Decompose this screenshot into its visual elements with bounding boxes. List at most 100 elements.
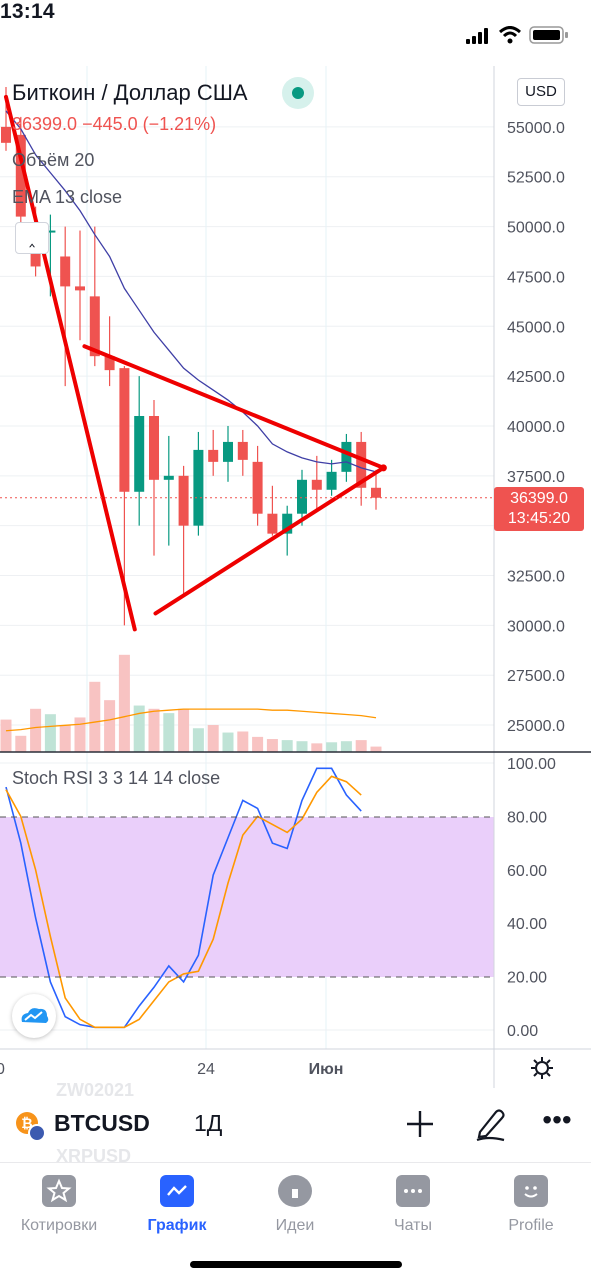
volume-bar bbox=[281, 740, 293, 752]
candle-body bbox=[341, 441, 352, 472]
stoch-k-line bbox=[5, 767, 362, 1029]
candle-body bbox=[356, 441, 367, 488]
stoch-axis-label: 20.00 bbox=[507, 970, 547, 987]
stoch-axis[interactable]: 100.00 80.00 60.00 40.00 20.00 0.00 bbox=[507, 756, 556, 1040]
candle-body bbox=[326, 471, 337, 490]
volume-bar bbox=[326, 742, 338, 752]
volume-bar bbox=[252, 736, 264, 752]
time-axis[interactable]: 0 24 Июн bbox=[0, 1061, 343, 1078]
volume-bar bbox=[59, 725, 71, 752]
candle-body bbox=[178, 475, 189, 526]
candle-body bbox=[89, 296, 100, 357]
trendline bbox=[4, 94, 137, 632]
volume-bar bbox=[266, 739, 278, 752]
tab-ideas[interactable]: Идеи bbox=[240, 1171, 350, 1241]
candle-body bbox=[60, 256, 71, 287]
settings-gear-icon[interactable] bbox=[530, 1056, 554, 1080]
candle-body bbox=[45, 230, 56, 233]
triangle-drawing[interactable] bbox=[4, 94, 387, 632]
price-axis[interactable]: 55000.0 52500.0 50000.0 47500.0 45000.0 42500… bbox=[507, 120, 565, 735]
candle-body bbox=[282, 513, 293, 534]
price-axis-label: 42500.0 bbox=[507, 369, 565, 386]
home-indicator bbox=[190, 1261, 402, 1268]
volume-bar bbox=[311, 743, 323, 752]
volume-bar bbox=[355, 740, 367, 752]
volume-bar bbox=[0, 719, 12, 752]
signal-icon bbox=[466, 28, 488, 44]
more-icon[interactable]: ••• bbox=[542, 1104, 572, 1135]
currency-button[interactable]: USD bbox=[517, 78, 565, 106]
candle-body bbox=[223, 441, 233, 462]
ema-indicator-label[interactable]: EMA 13 close bbox=[12, 187, 123, 207]
volume-bar bbox=[89, 681, 101, 752]
ema-line bbox=[5, 110, 377, 473]
price-axis-label: 37500.0 bbox=[507, 469, 565, 486]
price-axis-label: 25000.0 bbox=[507, 718, 565, 735]
volume-ma-line bbox=[5, 708, 377, 732]
interval-button[interactable]: 1Д bbox=[194, 1110, 223, 1136]
star-icon bbox=[42, 1175, 76, 1207]
profile-icon bbox=[514, 1175, 548, 1207]
candle-body bbox=[371, 487, 381, 498]
price-chart[interactable]: 55000.0 52500.0 50000.0 47500.0 45000.0 42500… bbox=[0, 66, 591, 1090]
volume-bar bbox=[340, 741, 352, 752]
volume-bar bbox=[237, 731, 249, 752]
price-axis-label: 32500.0 bbox=[507, 569, 565, 586]
volume-bar bbox=[148, 708, 160, 752]
chart-toolbar bbox=[0, 1090, 591, 1162]
trendline bbox=[153, 465, 386, 616]
price-axis-label: 52500.0 bbox=[507, 170, 565, 187]
price-axis-label: 27500.0 bbox=[507, 668, 565, 685]
stoch-axis-label: 80.00 bbox=[507, 809, 547, 826]
chat-icon bbox=[396, 1175, 430, 1207]
candle-body bbox=[1, 126, 11, 143]
candle-body bbox=[267, 513, 278, 534]
market-open-dot bbox=[292, 87, 304, 99]
tab-profile[interactable]: Profile bbox=[476, 1171, 586, 1241]
price-axis-label: 47500.0 bbox=[507, 269, 565, 286]
price-axis-label: 40000.0 bbox=[507, 419, 565, 436]
candle-body bbox=[163, 475, 174, 480]
tab-label: Котировки bbox=[20, 1217, 98, 1234]
last-price-value: 36399.0 bbox=[510, 490, 568, 507]
tab-quotes[interactable]: Котировки bbox=[4, 1171, 114, 1241]
volume-bar bbox=[370, 746, 382, 752]
collapse-legend-button[interactable]: ‸ bbox=[15, 222, 49, 254]
market-status[interactable] bbox=[282, 77, 314, 109]
symbol-button[interactable]: BTCUSD bbox=[54, 1110, 150, 1136]
volume-bar bbox=[104, 700, 116, 752]
stoch-d-line bbox=[5, 775, 362, 1029]
volume-bar bbox=[133, 705, 145, 752]
price-axis-label: 45000.0 bbox=[507, 319, 565, 336]
usd-flag-icon bbox=[28, 1124, 46, 1142]
volume-bar bbox=[222, 732, 234, 752]
candle-body bbox=[75, 286, 85, 291]
time-axis-label: 0 bbox=[0, 1061, 5, 1078]
stoch-axis-label: 0.00 bbox=[507, 1023, 538, 1040]
volume-bars bbox=[0, 654, 382, 752]
battery-icon bbox=[529, 26, 568, 44]
volume-bar bbox=[163, 713, 175, 752]
candle-body bbox=[297, 479, 307, 514]
wifi-icon bbox=[498, 26, 522, 44]
candle-body bbox=[134, 416, 145, 492]
tab-chats[interactable]: Чаты bbox=[358, 1171, 468, 1241]
symbol-title[interactable]: Биткоин / Доллар США bbox=[12, 80, 248, 105]
pen-icon[interactable] bbox=[474, 1106, 508, 1142]
time-axis-label: 24 bbox=[197, 1061, 215, 1078]
volume-bar bbox=[30, 708, 42, 752]
tab-chart[interactable]: График bbox=[122, 1171, 232, 1241]
tab-label: Чаты bbox=[393, 1217, 433, 1234]
tradingview-logo-button[interactable] bbox=[12, 994, 56, 1038]
stoch-indicator-label[interactable]: Stoch RSI 3 3 14 14 close bbox=[12, 768, 221, 788]
background-symbol: XRPUSD bbox=[56, 1146, 132, 1166]
time-axis-label: Июн bbox=[309, 1061, 344, 1078]
bar-countdown: 13:45:20 bbox=[507, 510, 571, 527]
volume-bar bbox=[15, 735, 27, 752]
price-axis-label: 55000.0 bbox=[507, 120, 565, 137]
stoch-axis-label: 40.00 bbox=[507, 916, 547, 933]
candle-body bbox=[208, 449, 219, 462]
plus-icon[interactable] bbox=[404, 1108, 436, 1140]
volume-indicator-label[interactable]: Объём 20 bbox=[12, 150, 95, 170]
chart-icon bbox=[160, 1175, 194, 1207]
